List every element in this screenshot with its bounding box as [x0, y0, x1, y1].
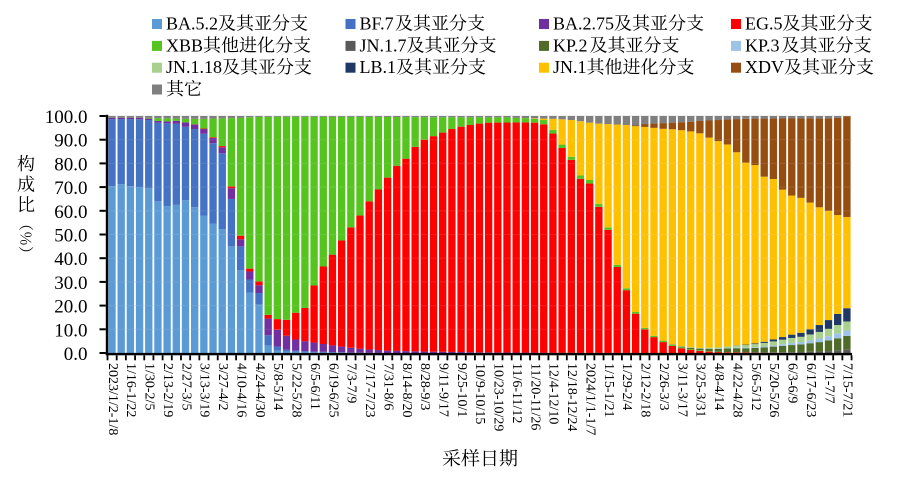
svg-text:80.0: 80.0 — [54, 154, 87, 175]
svg-text:JN.1.18: JN.1.18 — [166, 57, 222, 77]
svg-text:6/17-6/23: 6/17-6/23 — [803, 363, 818, 417]
svg-text:1/29-2/4: 1/29-2/4 — [619, 363, 634, 410]
svg-text:4/8-4/14: 4/8-4/14 — [711, 363, 726, 410]
svg-text:100.0: 100.0 — [45, 107, 88, 128]
svg-text:2023/1/2-1/8: 2023/1/2-1/8 — [105, 363, 120, 435]
svg-text:11/20-11/26: 11/20-11/26 — [527, 363, 542, 430]
svg-text:5/20-5/26: 5/20-5/26 — [766, 363, 781, 417]
svg-text:LB.1: LB.1 — [360, 57, 397, 77]
svg-text:2/13-2/19: 2/13-2/19 — [160, 363, 175, 417]
svg-text:40.0: 40.0 — [54, 249, 87, 270]
svg-text:JN.1.7: JN.1.7 — [360, 35, 407, 55]
svg-text:7/1-7/7: 7/1-7/7 — [821, 363, 836, 403]
svg-text:9/25-10/1: 9/25-10/1 — [454, 363, 469, 417]
svg-text:5/22-5/28: 5/22-5/28 — [289, 363, 304, 417]
svg-text:JN.1: JN.1 — [553, 57, 587, 77]
svg-text:XDV: XDV — [745, 57, 784, 77]
svg-text:5/8-5/14: 5/8-5/14 — [270, 363, 285, 410]
svg-text:9/11-9/17: 9/11-9/17 — [436, 363, 451, 417]
svg-text:60.0: 60.0 — [54, 202, 87, 223]
svg-text:8/28-9/3: 8/28-9/3 — [417, 363, 432, 410]
svg-text:8/14-8/20: 8/14-8/20 — [399, 363, 414, 417]
svg-text:1/30-2/5: 1/30-2/5 — [142, 363, 157, 410]
svg-text:11/6-11/12: 11/6-11/12 — [509, 363, 524, 423]
svg-text:3/11-3/17: 3/11-3/17 — [674, 363, 689, 417]
svg-text:12/4-12/10: 12/4-12/10 — [546, 363, 561, 424]
svg-text:1/16-1/22: 1/16-1/22 — [123, 363, 138, 417]
svg-text:3/13-3/19: 3/13-3/19 — [197, 363, 212, 417]
svg-text:BA.5.2: BA.5.2 — [166, 14, 218, 34]
svg-text:2/12-2/18: 2/12-2/18 — [638, 363, 653, 417]
svg-text:4/10-4/16: 4/10-4/16 — [233, 363, 248, 417]
svg-text:4/24-4/30: 4/24-4/30 — [252, 363, 267, 417]
svg-text:0.0: 0.0 — [64, 344, 88, 365]
svg-text:7/31-8/6: 7/31-8/6 — [380, 363, 395, 410]
svg-text:6/19-6/25: 6/19-6/25 — [325, 363, 340, 417]
svg-text:2/26-3/3: 2/26-3/3 — [656, 363, 671, 410]
svg-text:2/27-3/5: 2/27-3/5 — [178, 363, 193, 410]
svg-text:2024/1/1-1/7: 2024/1/1-1/7 — [583, 363, 598, 435]
svg-text:5/6-5/12: 5/6-5/12 — [748, 363, 763, 410]
svg-text:3/27-4/2: 3/27-4/2 — [215, 363, 230, 410]
svg-text:12/18-12/24: 12/18-12/24 — [564, 363, 579, 431]
svg-text:3/25-3/31: 3/25-3/31 — [693, 363, 708, 417]
svg-text:1/15-1/21: 1/15-1/21 — [601, 363, 616, 417]
svg-text:6/5-6/11: 6/5-6/11 — [307, 363, 322, 410]
svg-text:30.0: 30.0 — [54, 273, 87, 294]
svg-text:20.0: 20.0 — [54, 297, 87, 318]
svg-text:70.0: 70.0 — [54, 178, 87, 199]
svg-text:50.0: 50.0 — [54, 226, 87, 247]
svg-text:KP.2: KP.2 — [553, 35, 588, 55]
svg-text:EG.5: EG.5 — [745, 14, 783, 34]
svg-text:BF.7: BF.7 — [360, 14, 394, 34]
svg-text:4/22-4/28: 4/22-4/28 — [730, 363, 745, 417]
svg-text:7/3-7/9: 7/3-7/9 — [344, 363, 359, 403]
svg-text:KP.3: KP.3 — [745, 35, 780, 55]
svg-text:90.0: 90.0 — [54, 131, 87, 152]
svg-text:7/15-7/21: 7/15-7/21 — [840, 363, 855, 417]
svg-text:10.0: 10.0 — [54, 320, 87, 341]
svg-text:BA.2.75: BA.2.75 — [553, 14, 614, 34]
svg-text:7/17-7/23: 7/17-7/23 — [362, 363, 377, 417]
svg-text:10/23-10/29: 10/23-10/29 — [491, 363, 506, 431]
svg-text:6/3-6/9: 6/3-6/9 — [785, 363, 800, 403]
svg-text:10/9-10/15: 10/9-10/15 — [472, 363, 487, 424]
svg-text:XBB: XBB — [166, 35, 203, 55]
